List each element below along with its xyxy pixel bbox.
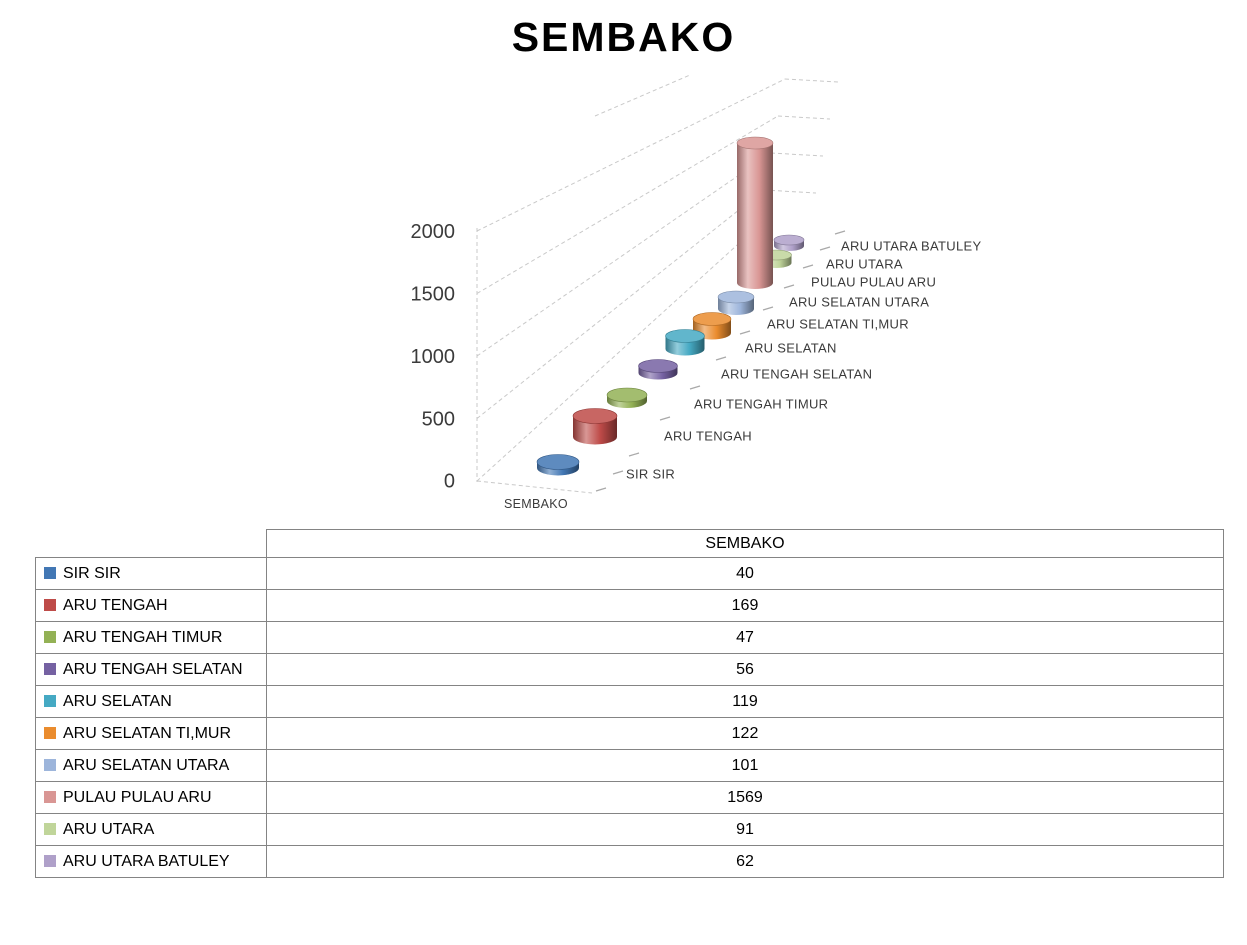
category-cell: ARU SELATAN UTARA [35,749,267,782]
value-cell: 122 [266,717,1224,750]
category-axis-label: SEMBAKO [504,497,568,511]
series-label-aru-selatan-utara: ARU SELATAN UTARA [789,294,929,309]
cylinder-aru-tengah [572,408,618,445]
value-cell: 56 [266,653,1224,686]
value-cell: 101 [266,749,1224,782]
category-cell: ARU TENGAH [35,589,267,622]
table-row-pulau-pulau-aru: PULAU PULAU ARU 1569 [35,781,1224,814]
legend-swatch-icon [44,790,56,803]
category-label: ARU SELATAN TI,MUR [63,724,232,742]
series-label-aru-tengah: ARU TENGAH [664,428,752,443]
blank-corner-cell [35,529,267,558]
legend-swatch-icon [44,598,56,611]
cylinder-pulau-pulau-aru [736,136,774,289]
category-label: PULAU PULAU ARU [63,788,212,806]
category-cell: ARU SELATAN [35,685,267,718]
gridlines [476,74,839,494]
legend-swatch-icon [44,726,56,739]
series-header-cell: SEMBAKO [266,529,1224,558]
table-row-aru-selatan-ti-mur: ARU SELATAN TI,MUR 122 [35,717,1224,750]
value-axis-label-0: 0 [444,470,455,492]
value-axis-labels: 0 500 1000 1500 2000 [411,221,456,493]
series-label-sir-sir: SIR SIR [626,466,675,481]
chart-title: SEMBAKO [511,14,736,60]
cylinder-aru-selatan-utara [717,290,755,315]
category-label: ARU TENGAH SELATAN [63,660,243,678]
cylinder-aru-tengah-selatan [638,359,678,380]
legend-swatch-icon [44,854,56,867]
category-cell: ARU TENGAH SELATAN [35,653,267,686]
table-row-aru-utara: ARU UTARA 91 [35,813,1224,846]
value-cell: 91 [266,813,1224,846]
cylinder-series [536,136,805,476]
category-label: SIR SIR [63,564,121,582]
table-row-aru-utara-batuley: ARU UTARA BATULEY 62 [35,845,1224,878]
chart-data-table-wrap: SEMBAKO SIR SIR 40 ARU TENGAH 169 ARU TENGAH… [35,529,1224,878]
3d-cylinder-chart: SIR SIR ARU TENGAH ARU TENGAH TIMUR ARU TEN… [411,74,981,511]
chart-data-table: SEMBAKO SIR SIR 40 ARU TENGAH 169 ARU TENGAH… [35,529,1224,878]
table-row-aru-selatan: ARU SELATAN 119 [35,685,1224,718]
legend-swatch-icon [44,758,56,771]
table-row-aru-tengah-selatan: ARU TENGAH SELATAN 56 [35,653,1224,686]
series-label-aru-selatan: ARU SELATAN [745,340,837,355]
legend-swatch-icon [44,566,56,579]
category-label: ARU SELATAN UTARA [63,756,230,774]
series-label-aru-utara: ARU UTARA [826,256,903,271]
series-labels: SIR SIR ARU TENGAH ARU TENGAH TIMUR ARU TEN… [626,238,981,481]
series-label-aru-tengah-selatan: ARU TENGAH SELATAN [721,366,872,381]
value-cell: 47 [266,621,1224,654]
cylinder-aru-utara-batuley [773,234,805,251]
legend-swatch-icon [44,630,56,643]
category-label: ARU TENGAH [63,596,168,614]
category-label: ARU TENGAH TIMUR [63,628,223,646]
category-cell: ARU UTARA BATULEY [35,845,267,878]
value-cell: 169 [266,589,1224,622]
category-cell: PULAU PULAU ARU [35,781,267,814]
table-row-sir-sir: SIR SIR 40 [35,557,1224,590]
value-axis-label-2000: 2000 [411,221,456,243]
value-axis-label-1000: 1000 [411,346,456,368]
category-label: ARU SELATAN [63,692,172,710]
value-cell: 40 [266,557,1224,590]
legend-swatch-icon [44,822,56,835]
category-axis-label: SEMBAKO [504,497,568,511]
category-cell: ARU TENGAH TIMUR [35,621,267,654]
table-header-row: SEMBAKO [35,529,1224,558]
value-cell: 1569 [266,781,1224,814]
cylinder-aru-tengah-timur [606,387,648,408]
legend-swatch-icon [44,662,56,675]
legend-swatch-icon [44,694,56,707]
series-label-pulau-pulau-aru: PULAU PULAU ARU [811,274,936,289]
category-cell: ARU UTARA [35,813,267,846]
table-row-aru-tengah-timur: ARU TENGAH TIMUR 47 [35,621,1224,654]
category-cell: ARU SELATAN TI,MUR [35,717,267,750]
series-axis-ticks [595,230,846,492]
table-row-aru-selatan-utara: ARU SELATAN UTARA 101 [35,749,1224,782]
table-row-aru-tengah: ARU TENGAH 169 [35,589,1224,622]
value-cell: 62 [266,845,1224,878]
value-axis-label-1500: 1500 [411,283,456,305]
series-label-aru-tengah-timur: ARU TENGAH TIMUR [694,396,828,411]
category-label: ARU UTARA BATULEY [63,852,230,870]
series-label-aru-selatan-ti-mur: ARU SELATAN TI,MUR [767,316,909,331]
cylinder-aru-selatan [665,329,705,356]
cylinder-sir-sir [536,454,580,476]
category-label: ARU UTARA [63,820,155,838]
series-label-aru-utara-batuley: ARU UTARA BATULEY [841,238,981,253]
value-cell: 119 [266,685,1224,718]
value-axis-label-500: 500 [422,408,455,430]
category-cell: SIR SIR [35,557,267,590]
